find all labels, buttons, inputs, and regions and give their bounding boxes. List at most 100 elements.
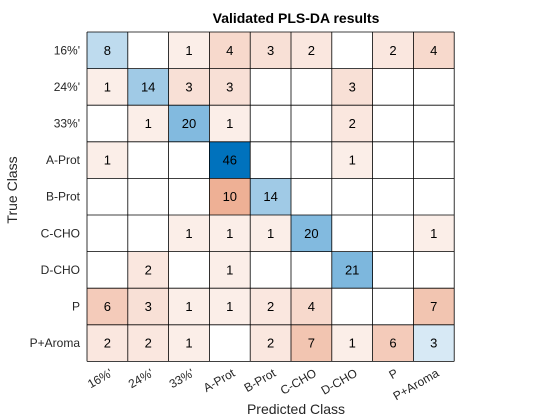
cell-2-5 (291, 105, 332, 142)
column-labels: 16%' 24%' 33%' A-Prot B-Prot C-CHO D-CHO PP+Aro… (85, 366, 441, 404)
cell-7-7 (372, 288, 414, 325)
cell-3-0 (87, 141, 128, 179)
cell-8-5 (291, 324, 332, 362)
cell-value-0-3: 4 (226, 43, 233, 58)
cell-8-8 (413, 324, 455, 362)
cell-3-7 (372, 141, 414, 179)
cell-0-2 (168, 32, 210, 69)
cell-2-6 (331, 105, 373, 142)
cell-value-8-0: 2 (104, 336, 111, 351)
column-label: 24%' (126, 366, 156, 391)
column-label: 33%' (167, 366, 197, 391)
cell-1-4 (250, 68, 291, 106)
row-label: A-Prot (46, 153, 81, 167)
cell-value-5-8: 1 (430, 226, 437, 241)
cell-1-0 (87, 68, 128, 106)
y-axis-label: True Class (4, 156, 20, 223)
cell-value-3-3: 46 (223, 153, 237, 168)
cell-8-7 (372, 324, 414, 362)
cell-1-5 (291, 68, 332, 106)
cell-5-8 (413, 215, 455, 252)
cell-4-1 (127, 178, 169, 215)
cell-8-3 (209, 324, 251, 362)
cell-value-5-2: 1 (185, 226, 192, 241)
cell-2-0 (87, 105, 128, 142)
cell-3-4 (250, 141, 291, 179)
cell-6-7 (372, 251, 414, 289)
cell-6-8 (413, 251, 455, 289)
cell-value-2-3: 1 (226, 116, 233, 131)
cell-6-2 (168, 251, 210, 289)
cell-6-4 (250, 251, 291, 289)
cell-value-8-4: 2 (267, 336, 274, 351)
cell-1-3 (209, 68, 251, 106)
row-label: 16%' (54, 43, 80, 57)
cell-value-2-6: 2 (349, 116, 356, 131)
cell-0-1 (127, 32, 169, 69)
cell-8-4 (250, 324, 291, 362)
cell-value-6-1: 2 (145, 262, 152, 277)
cell-5-4 (250, 215, 291, 252)
cell-0-3 (209, 32, 251, 69)
cell-value-6-6: 21 (345, 262, 359, 277)
cell-6-5 (291, 251, 332, 289)
cell-value-2-1: 1 (145, 116, 152, 131)
cell-0-8 (413, 32, 455, 69)
cell-2-3 (209, 105, 251, 142)
cell-value-5-3: 1 (226, 226, 233, 241)
cell-value-8-6: 1 (349, 336, 356, 351)
cell-1-8 (413, 68, 455, 106)
cell-value-1-3: 3 (226, 79, 233, 94)
column-label: P (387, 366, 401, 382)
cell-value-5-4: 1 (267, 226, 274, 241)
cell-value-1-1: 14 (141, 79, 155, 94)
cell-6-0 (87, 251, 128, 289)
cell-3-5 (291, 141, 332, 179)
cell-value-1-2: 3 (185, 79, 192, 94)
cell-5-3 (209, 215, 251, 252)
cell-7-3 (209, 288, 251, 325)
cell-2-8 (413, 105, 455, 142)
cell-value-0-5: 2 (308, 43, 315, 58)
cell-0-7 (372, 32, 414, 69)
cell-value-8-1: 2 (145, 336, 152, 351)
cell-value-7-8: 7 (430, 299, 437, 314)
cell-5-6 (331, 215, 373, 252)
cell-0-6 (331, 32, 373, 69)
cell-value-8-8: 3 (430, 336, 437, 351)
column-label: 16%' (85, 366, 115, 391)
cell-7-4 (250, 288, 291, 325)
cell-5-2 (168, 215, 210, 252)
column-label: B-Prot (242, 366, 279, 395)
cell-value-7-3: 1 (226, 299, 233, 314)
cell-0-0 (87, 32, 128, 69)
row-label: 24%' (54, 80, 80, 94)
cell-value-1-6: 3 (349, 79, 356, 94)
column-label: P+Aroma (391, 366, 442, 403)
cell-8-6 (331, 324, 373, 362)
row-labels: 16%' 24%' 33%' A-Prot B-Prot C-CHO D-CHO P P+Aro… (30, 43, 81, 350)
cell-1-7 (372, 68, 414, 106)
cell-8-1 (127, 324, 169, 362)
row-label: C-CHO (41, 226, 80, 240)
cell-0-5 (291, 32, 332, 69)
cell-3-1 (127, 141, 169, 179)
cell-value-0-4: 3 (267, 43, 274, 58)
cell-value-7-0: 6 (104, 299, 111, 314)
column-label: D-CHO (319, 366, 360, 398)
cell-value-2-2: 20 (182, 116, 196, 131)
cell-2-1 (127, 105, 169, 142)
cell-4-5 (291, 178, 332, 215)
cell-5-1 (127, 215, 169, 252)
cell-4-0 (87, 178, 128, 215)
cell-7-5 (291, 288, 332, 325)
cell-value-0-7: 2 (389, 43, 396, 58)
cell-value-5-5: 20 (304, 226, 318, 241)
cell-5-0 (87, 215, 128, 252)
cell-3-3 (209, 141, 251, 179)
x-axis-label: Predicted Class (247, 401, 345, 417)
cell-4-6 (331, 178, 373, 215)
cell-5-5 (291, 215, 332, 252)
row-label: B-Prot (46, 190, 81, 204)
cell-7-1 (127, 288, 169, 325)
